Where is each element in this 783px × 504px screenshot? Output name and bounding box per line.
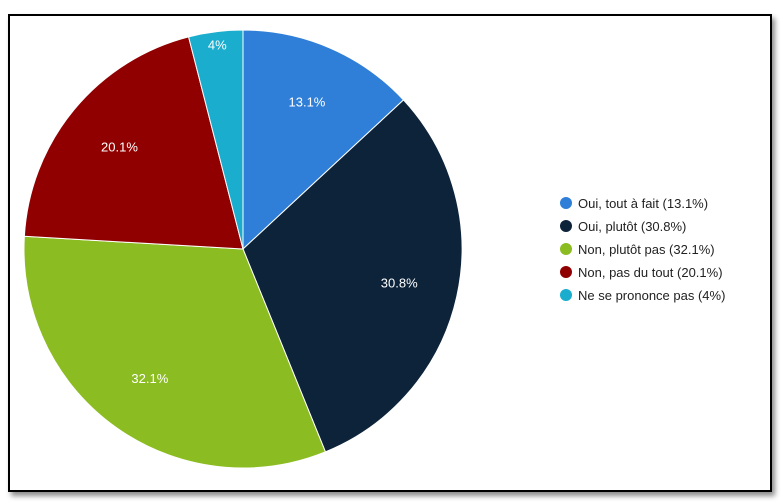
legend-item-4[interactable]: Ne se prononce pas (4%) xyxy=(578,288,725,303)
legend-marker-4 xyxy=(560,289,572,301)
legend-item-2[interactable]: Non, plutôt pas (32.1%) xyxy=(578,242,715,257)
pie-slice-4[interactable] xyxy=(187,29,244,250)
legend-marker-3 xyxy=(560,266,572,278)
pie-data-labels: 13.1% 30.8% 32.1% 20.1% 4% xyxy=(101,38,418,386)
pie-slice-2[interactable] xyxy=(23,235,327,469)
legend: Oui, tout à fait (13.1%) Oui, plutôt (30.… xyxy=(560,196,725,303)
legend-item-1[interactable]: Oui, plutôt (30.8%) xyxy=(578,219,686,234)
pie-data-label-3: 20.1% xyxy=(101,139,138,154)
pie-data-label-0: 13.1% xyxy=(289,94,326,109)
pie-slices xyxy=(23,29,463,469)
legend-marker-0 xyxy=(560,197,572,209)
pie-data-label-1: 30.8% xyxy=(381,276,418,291)
legend-marker-2 xyxy=(560,243,572,255)
pie-data-label-4: 4% xyxy=(208,38,227,53)
legend-marker-1 xyxy=(560,220,572,232)
legend-item-0[interactable]: Oui, tout à fait (13.1%) xyxy=(578,196,708,211)
pie-slice-1[interactable] xyxy=(242,99,463,453)
pie-slice-3[interactable] xyxy=(23,36,244,250)
legend-item-3[interactable]: Non, pas du tout (20.1%) xyxy=(578,265,723,280)
pie-slice-0[interactable] xyxy=(242,29,405,251)
pie-data-label-2: 32.1% xyxy=(131,371,168,386)
